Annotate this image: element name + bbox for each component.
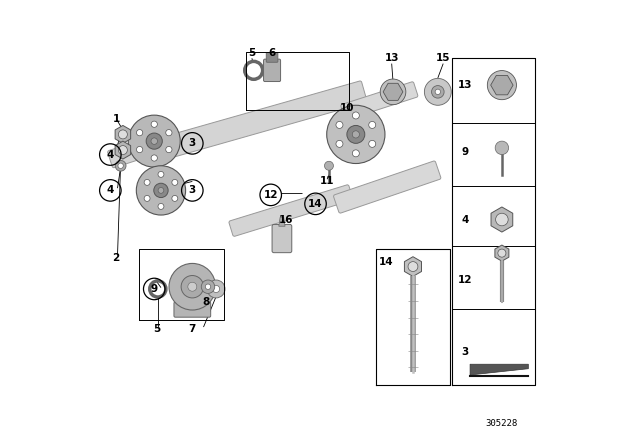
- FancyBboxPatch shape: [229, 185, 353, 236]
- Circle shape: [172, 195, 178, 201]
- Polygon shape: [115, 141, 131, 159]
- Text: 13: 13: [385, 53, 399, 63]
- Text: 4: 4: [107, 185, 114, 195]
- Circle shape: [118, 130, 127, 139]
- Circle shape: [151, 155, 157, 161]
- Text: 4: 4: [107, 150, 114, 159]
- Circle shape: [136, 166, 186, 215]
- Circle shape: [188, 282, 197, 291]
- Circle shape: [324, 161, 333, 170]
- Circle shape: [151, 121, 157, 127]
- Text: 2: 2: [113, 253, 120, 263]
- FancyBboxPatch shape: [272, 224, 292, 253]
- Circle shape: [408, 262, 418, 271]
- Circle shape: [424, 78, 451, 105]
- Text: 13: 13: [458, 80, 472, 90]
- Text: 7: 7: [189, 324, 196, 334]
- Circle shape: [128, 115, 180, 167]
- Text: 10: 10: [340, 103, 354, 112]
- Circle shape: [136, 129, 143, 136]
- Circle shape: [433, 86, 443, 97]
- Text: 11: 11: [319, 177, 334, 186]
- Polygon shape: [279, 217, 285, 226]
- FancyBboxPatch shape: [264, 59, 280, 82]
- Text: 15: 15: [436, 53, 451, 63]
- FancyBboxPatch shape: [108, 130, 179, 168]
- Text: 3: 3: [189, 138, 196, 148]
- Circle shape: [336, 140, 343, 147]
- Polygon shape: [383, 83, 403, 100]
- Polygon shape: [495, 245, 509, 261]
- Circle shape: [487, 71, 516, 100]
- Circle shape: [115, 160, 126, 171]
- Circle shape: [205, 284, 211, 289]
- Circle shape: [158, 188, 164, 193]
- Text: 9: 9: [150, 284, 158, 294]
- Polygon shape: [404, 257, 422, 276]
- Text: 16: 16: [279, 215, 294, 224]
- Circle shape: [336, 121, 343, 129]
- Text: 12: 12: [264, 190, 278, 200]
- Polygon shape: [491, 207, 513, 232]
- FancyBboxPatch shape: [333, 161, 441, 213]
- Circle shape: [369, 121, 376, 129]
- Circle shape: [369, 140, 376, 147]
- Circle shape: [118, 163, 124, 168]
- Circle shape: [435, 89, 440, 95]
- Circle shape: [144, 180, 150, 185]
- Circle shape: [158, 172, 164, 177]
- Circle shape: [353, 112, 359, 119]
- Circle shape: [353, 150, 359, 157]
- Circle shape: [158, 203, 164, 209]
- FancyBboxPatch shape: [174, 302, 211, 317]
- Text: 12: 12: [458, 275, 472, 285]
- Text: 5: 5: [248, 48, 255, 58]
- Circle shape: [151, 138, 157, 144]
- Circle shape: [352, 131, 360, 138]
- FancyBboxPatch shape: [341, 82, 418, 120]
- Circle shape: [212, 285, 220, 293]
- Text: 6: 6: [268, 48, 275, 58]
- Circle shape: [181, 276, 204, 298]
- Text: 14: 14: [378, 257, 393, 267]
- Text: 9: 9: [461, 147, 468, 157]
- Circle shape: [380, 79, 406, 105]
- Circle shape: [207, 280, 225, 298]
- Circle shape: [495, 213, 508, 226]
- Circle shape: [172, 180, 178, 185]
- Circle shape: [326, 105, 385, 164]
- Circle shape: [498, 249, 506, 257]
- Circle shape: [495, 141, 509, 155]
- Text: 3: 3: [461, 347, 468, 357]
- Text: 4: 4: [461, 215, 468, 224]
- Circle shape: [154, 183, 168, 198]
- Circle shape: [118, 146, 127, 155]
- Circle shape: [431, 86, 444, 98]
- Circle shape: [144, 195, 150, 201]
- Circle shape: [201, 280, 215, 293]
- FancyBboxPatch shape: [266, 52, 278, 62]
- Polygon shape: [115, 125, 131, 143]
- Text: 3: 3: [189, 185, 196, 195]
- Polygon shape: [491, 75, 513, 95]
- Circle shape: [169, 263, 216, 310]
- FancyBboxPatch shape: [161, 81, 367, 159]
- Circle shape: [166, 146, 172, 153]
- Text: 1: 1: [113, 114, 120, 124]
- Circle shape: [136, 146, 143, 153]
- Circle shape: [146, 133, 163, 149]
- Text: 5: 5: [153, 324, 160, 334]
- Text: 14: 14: [308, 199, 323, 209]
- Text: 8: 8: [202, 297, 209, 307]
- Circle shape: [347, 125, 365, 143]
- Circle shape: [166, 129, 172, 136]
- Polygon shape: [470, 364, 529, 375]
- Text: 305228: 305228: [485, 419, 518, 428]
